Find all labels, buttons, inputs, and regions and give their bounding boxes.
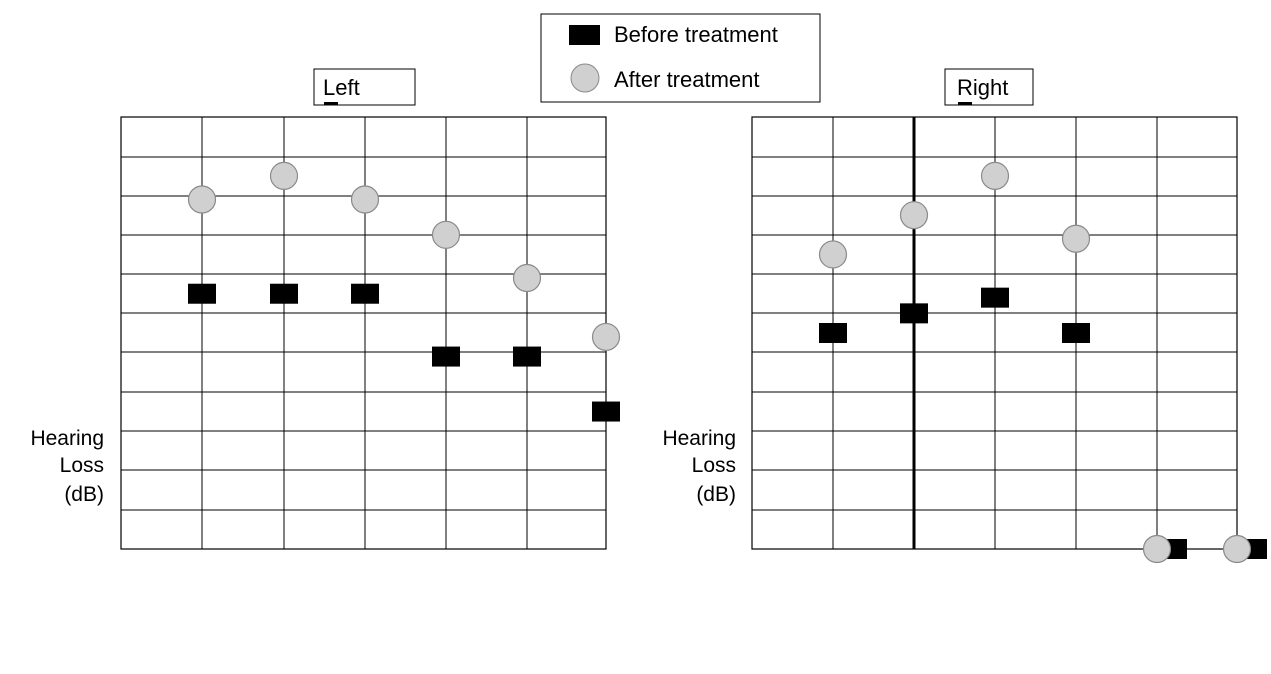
left-after-point [591, 322, 621, 352]
left-title-mark [324, 102, 338, 105]
legend-before-label: Before treatment [614, 22, 778, 47]
left-after-point [269, 161, 299, 191]
legend-before-swatch [569, 25, 600, 45]
left-title-box [313, 68, 416, 106]
left-after-point [187, 185, 217, 214]
left-plot-frame [120, 116, 607, 550]
right-before-point [900, 303, 928, 324]
right-after-point [1222, 534, 1252, 564]
right-title-box [944, 68, 1034, 106]
right-y-axis-title: Hearing [662, 427, 736, 450]
left-y-axis-title: (dB) [64, 483, 104, 506]
right-after-point [1142, 534, 1172, 564]
legend-after-label: After treatment [614, 67, 760, 92]
left-y-axis-title: Hearing [30, 427, 104, 450]
right-after-point [980, 161, 1010, 191]
right-title-mark [958, 102, 972, 105]
left-panel-title: Left [313, 68, 416, 106]
left-after-point [431, 220, 461, 249]
left-before-point [592, 401, 620, 422]
left-after-point [512, 263, 542, 293]
right-before-point [1062, 323, 1090, 343]
left-after-point [350, 185, 380, 214]
right-y-axis-title: (dB) [696, 483, 736, 506]
left-ear-chart: Hearing Loss (dB) [30, 116, 621, 550]
left-before-point [432, 346, 460, 367]
right-panel-title: Right [944, 68, 1034, 106]
right-after-point [1061, 224, 1091, 253]
left-y-axis-title: Loss [60, 454, 104, 477]
right-after-point [818, 240, 848, 269]
left-before-point [513, 346, 541, 367]
right-before-point [819, 323, 847, 343]
left-before-point [351, 283, 379, 304]
right-before-point [981, 287, 1009, 308]
right-y-axis-title: Loss [692, 454, 736, 477]
left-title-text: Left [323, 75, 360, 100]
right-after-point [899, 201, 929, 230]
left-before-point [188, 283, 216, 304]
right-ear-chart: Hearing Loss (dB) [662, 116, 1267, 564]
legend: Before treatment After treatment [540, 13, 821, 103]
left-before-point [270, 283, 298, 304]
right-title-text: Right [957, 75, 1008, 100]
legend-after-swatch [570, 63, 600, 93]
